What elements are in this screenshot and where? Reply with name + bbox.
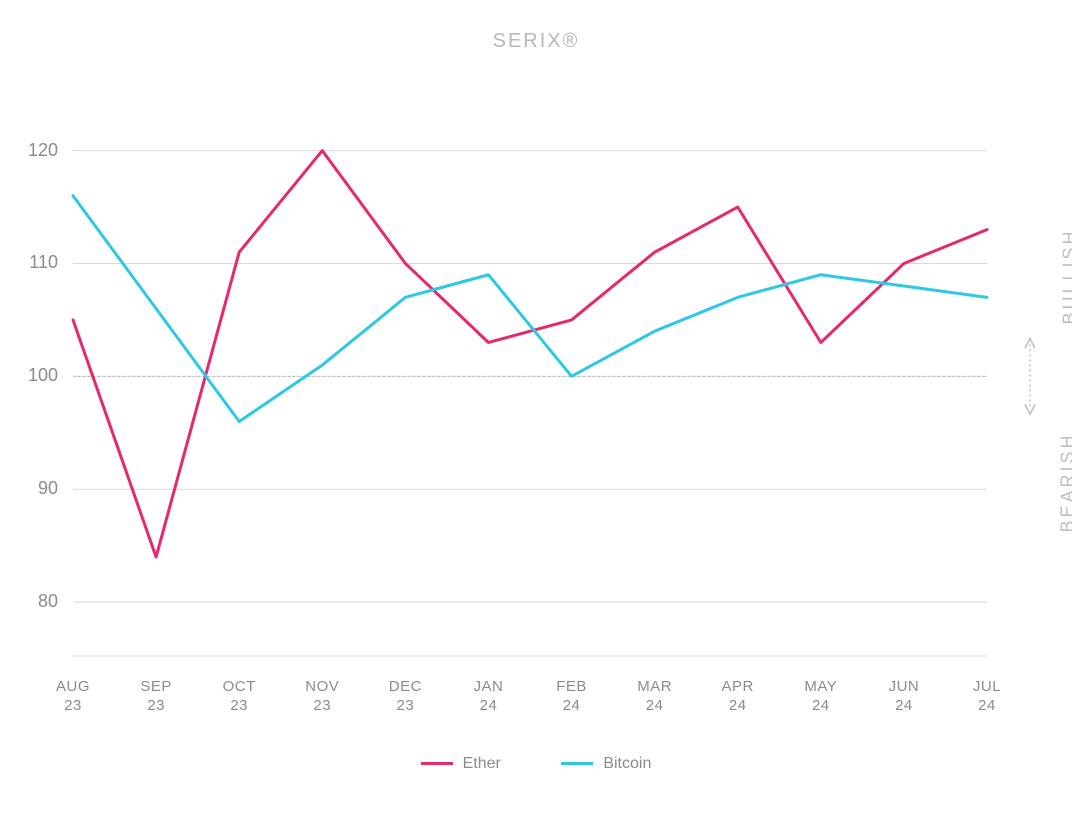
y-tick-label: 120: [18, 140, 58, 161]
x-tick-label: SEP23: [126, 678, 186, 716]
y-tick-label: 80: [18, 591, 58, 612]
legend-swatch-bitcoin: [561, 762, 593, 765]
legend-item-ether: Ether: [421, 755, 501, 773]
legend: Ether Bitcoin: [0, 752, 1072, 773]
x-tick-label: DEC23: [375, 678, 435, 716]
x-tick-label: APR24: [708, 678, 768, 716]
legend-label-ether: Ether: [463, 755, 501, 773]
legend-label-bitcoin: Bitcoin: [603, 755, 651, 773]
x-tick-label: MAR24: [625, 678, 685, 716]
x-tick-label: FEB24: [542, 678, 602, 716]
y-tick-label: 110: [18, 252, 58, 273]
x-tick-label: JUL24: [957, 678, 1017, 716]
legend-swatch-ether: [421, 762, 453, 765]
legend-item-bitcoin: Bitcoin: [561, 755, 651, 773]
chart-container: SERIX® 8090100110120 AUG23SEP23OCT23NOV2…: [0, 0, 1072, 822]
y-tick-label: 90: [18, 478, 58, 499]
x-tick-label: AUG23: [43, 678, 103, 716]
x-tick-label: OCT23: [209, 678, 269, 716]
y-tick-label: 100: [18, 365, 58, 386]
bearish-label: BEARISH: [1058, 433, 1072, 533]
x-tick-label: JAN24: [458, 678, 518, 716]
x-tick-label: NOV23: [292, 678, 352, 716]
x-tick-label: MAY24: [791, 678, 851, 716]
x-tick-label: JUN24: [874, 678, 934, 716]
bullish-label: BULLISH: [1060, 229, 1072, 325]
